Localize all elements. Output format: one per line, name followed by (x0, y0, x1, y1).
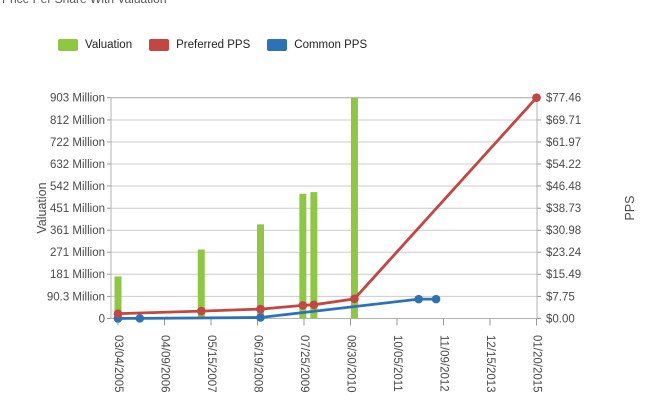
preferred-pps-point (532, 93, 541, 102)
x-tick-label: 04/09/2006 (159, 335, 171, 393)
y-left-tick-label: 632 Million (50, 159, 105, 171)
x-tick-label: 10/05/2011 (391, 335, 403, 392)
common-pps-swatch (267, 39, 288, 51)
y-right-tick-label: $23.24 (546, 247, 582, 259)
y-left-tick-label: 722 Million (50, 137, 105, 149)
y-left-tick-label: 542 Million (50, 181, 105, 193)
x-tick-label: 01/20/2015 (531, 335, 543, 393)
x-tick-label: 05/15/2007 (205, 335, 217, 393)
preferred-pps-point (113, 309, 123, 318)
preferred-pps-point (298, 301, 308, 310)
y-left-tick-label: 90.3 Million (47, 291, 105, 303)
valuation-bar (310, 192, 318, 319)
x-tick-label: 08/30/2010 (345, 335, 357, 393)
y-right-tick-label: $69.71 (546, 115, 581, 127)
y-left-tick-label: 361 Million (50, 225, 105, 237)
y-left-tick-label: 903 Million (50, 93, 105, 105)
preferred-pps-point (309, 300, 319, 310)
y-right-axis-title: PPS (623, 195, 637, 220)
plot-border (110, 97, 538, 319)
valuation-bar (257, 224, 265, 319)
y-left-tick-label: 271 Million (50, 247, 105, 259)
x-tick-label: 11/09/2012 (438, 335, 450, 392)
y-right-tick-label: $54.22 (546, 159, 581, 171)
x-tick-label: 12/15/2013 (484, 335, 496, 393)
preferred-pps-swatch (149, 39, 170, 51)
x-tick-label: 03/04/2005 (112, 335, 124, 393)
preferred-pps-line (117, 96, 538, 316)
legend-label: Valuation (85, 39, 133, 51)
y-left-tick-label: 0 (99, 314, 105, 326)
y-right-tick-label: $30.98 (546, 225, 581, 237)
valuation-bar (350, 97, 358, 319)
y-left-tick-label: 812 Million (50, 115, 105, 127)
valuation-bar (299, 193, 307, 319)
y-right-tick-label: $61.97 (546, 137, 581, 149)
x-tick-label: 06/19/2008 (252, 335, 264, 393)
preferred-pps-point (196, 306, 206, 316)
common-pps-point (135, 314, 145, 323)
legend-label: Common PPS (294, 39, 368, 51)
valuation-bar (197, 249, 205, 319)
y-right-tick-label: $0.00 (546, 314, 575, 326)
valuation-swatch (58, 39, 78, 51)
legend-label: Preferred PPS (176, 39, 251, 51)
y-right-tick-label: $46.48 (546, 181, 581, 193)
preferred-pps-point (350, 294, 359, 304)
valuation-bar (114, 276, 122, 319)
page-title: Price Per Share With Valuation (2, 0, 167, 6)
common-pps-point (431, 294, 441, 304)
y-left-tick-label: 451 Million (50, 203, 105, 215)
y-right-tick-label: $77.46 (546, 93, 581, 105)
y-left-tick-label: 181 Million (50, 269, 105, 281)
y-right-tick-label: $15.49 (546, 269, 581, 281)
y-right-tick-label: $38.73 (546, 203, 581, 215)
x-tick-label: 07/25/2009 (298, 335, 310, 393)
legend-item-valuation[interactable]: Valuation (58, 39, 132, 51)
y-right-tick-label: $7.75 (546, 291, 575, 303)
common-pps-point (414, 294, 423, 304)
legend-item-preferred-pps[interactable]: Preferred PPS (149, 39, 250, 51)
chart-legend: Valuation Preferred PPS Common PPS (58, 39, 384, 51)
legend-item-common-pps[interactable]: Common PPS (267, 39, 367, 51)
y-left-axis-title: Valuation (35, 182, 49, 233)
preferred-pps-point (256, 304, 265, 314)
common-pps-point (256, 313, 265, 322)
